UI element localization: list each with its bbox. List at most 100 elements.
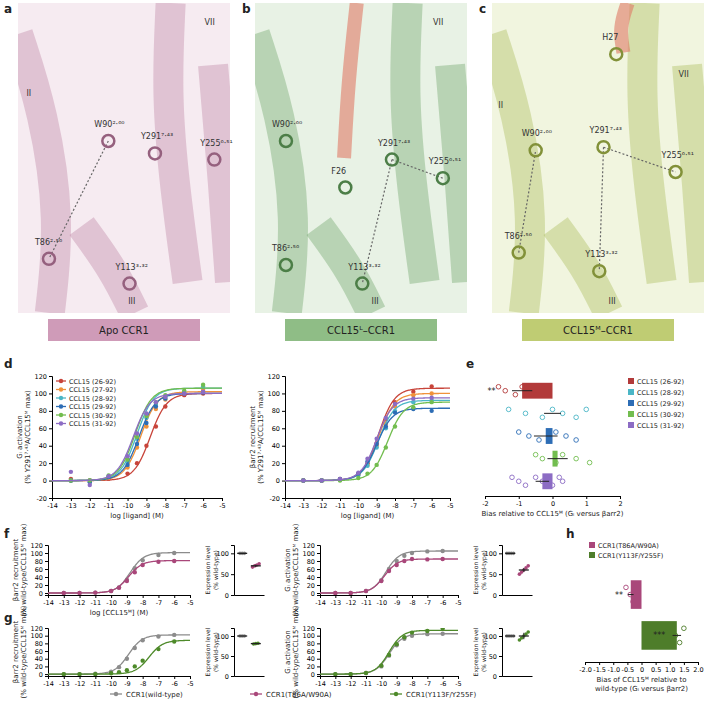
fit-curve	[285, 388, 450, 480]
tick-mark	[335, 676, 336, 679]
data-point	[527, 434, 532, 439]
tick-mark	[128, 498, 129, 501]
tick: -10	[106, 595, 117, 607]
tick: -7	[411, 498, 417, 510]
plot-area	[48, 551, 190, 595]
tick: 40	[35, 655, 48, 663]
tick-label: -8	[140, 680, 146, 688]
ligand-ribbon	[621, 3, 628, 53]
tick: -14	[47, 498, 58, 510]
tick-label: 0	[640, 666, 644, 674]
tick-mark	[499, 553, 502, 554]
data-point	[584, 407, 589, 412]
mean-line	[237, 553, 247, 554]
plot-area	[505, 630, 530, 642]
data-point	[379, 579, 383, 583]
tick: -6	[440, 676, 446, 688]
data-point	[133, 646, 137, 650]
data-point	[301, 478, 305, 482]
x-axis: -2.0-1.5-1.0-0.500.51.01.52.0	[579, 662, 704, 674]
helix	[687, 65, 704, 282]
data-point	[557, 475, 562, 480]
residue-label: VII	[205, 18, 215, 27]
y-axis: 020406080100120	[303, 542, 321, 598]
tick: -11	[91, 595, 102, 607]
data-point	[523, 411, 528, 416]
tick-mark	[670, 662, 671, 665]
data-point	[364, 589, 368, 593]
tick: -12	[75, 676, 86, 688]
data-point	[384, 416, 388, 420]
data-point	[140, 658, 144, 662]
tick-mark	[231, 656, 234, 657]
tick: 2.0	[693, 662, 703, 674]
panel-letter: c	[479, 2, 486, 16]
significance: **	[615, 591, 623, 600]
data-point	[156, 560, 160, 564]
data-point	[374, 463, 378, 467]
tick: -9	[374, 498, 380, 510]
x-axis	[503, 676, 533, 677]
residue-label: Y291⁷·⁴³	[377, 139, 410, 148]
tick-mark	[49, 481, 52, 482]
tick-label: -14	[43, 599, 54, 607]
tick-mark	[282, 411, 285, 412]
tick-label: 0	[551, 500, 555, 508]
data-point	[319, 478, 323, 482]
tick-mark	[443, 595, 444, 598]
tick: 50	[221, 653, 234, 661]
plot-area	[285, 384, 450, 483]
data-point	[440, 628, 444, 631]
fit-curve	[52, 388, 222, 480]
legend-marker	[59, 379, 63, 383]
tick-mark	[317, 569, 320, 570]
tick-mark	[377, 498, 378, 501]
residue-label: F26	[331, 167, 346, 176]
legend: CCR1(wild-type)CCR1(T86A/W90A)CCR1(Y113F…	[110, 691, 477, 699]
data-point	[356, 471, 360, 475]
x-axis: -14-13-12-11-10-9-8-7-6-5	[315, 676, 462, 688]
data-point	[425, 557, 429, 561]
tick: -12	[346, 676, 357, 688]
tick: -7	[425, 595, 431, 607]
x-axis-title: Bias relative to CCL15ᴹ (Gᵢ versus βarr2…	[482, 510, 624, 518]
tick: -5	[455, 595, 461, 607]
data-point	[526, 630, 530, 634]
tick-label: -9	[144, 502, 150, 510]
y-axis: 020406080100120	[303, 625, 321, 679]
data-point	[411, 405, 415, 409]
fit-curve	[320, 634, 458, 674]
x-axis: -14-13-12-11-10-9-8-7-6-5	[315, 595, 462, 607]
legend-label: CCR1(T86A/W90A)	[598, 542, 659, 550]
data-point	[429, 396, 433, 400]
tick-mark	[45, 636, 48, 637]
tick: 0	[311, 671, 320, 679]
tick-label: -6	[440, 599, 446, 607]
tick: -13	[66, 498, 77, 510]
tick-mark	[45, 651, 48, 652]
data-point	[393, 410, 397, 414]
tick-mark	[158, 676, 159, 679]
y-axis-title: Gᵢ activation	[284, 630, 292, 674]
fit-curve	[285, 398, 450, 481]
error-bar	[534, 436, 558, 437]
residue-stick	[386, 154, 398, 166]
tick-mark	[458, 676, 459, 679]
residue-label: Y255⁶·⁵¹	[199, 139, 232, 148]
tick-mark	[49, 446, 52, 447]
tick-mark	[45, 569, 48, 570]
tick-label: -11	[91, 599, 102, 607]
x-axis-title: log [ligand] (M)	[110, 512, 164, 520]
legend-label: CCL15 (28-92)	[69, 395, 116, 403]
tick-mark	[684, 662, 685, 665]
tick: 100	[31, 550, 48, 558]
significance: ***	[653, 631, 665, 640]
data-point	[540, 456, 545, 461]
data-point	[394, 642, 398, 646]
tick: 100	[217, 550, 234, 558]
tick: -0.5	[622, 662, 635, 674]
fit-curve	[320, 630, 458, 674]
tick-label: -14	[280, 502, 291, 510]
residue-label: H27	[602, 33, 618, 42]
tick-label: -7	[156, 599, 162, 607]
